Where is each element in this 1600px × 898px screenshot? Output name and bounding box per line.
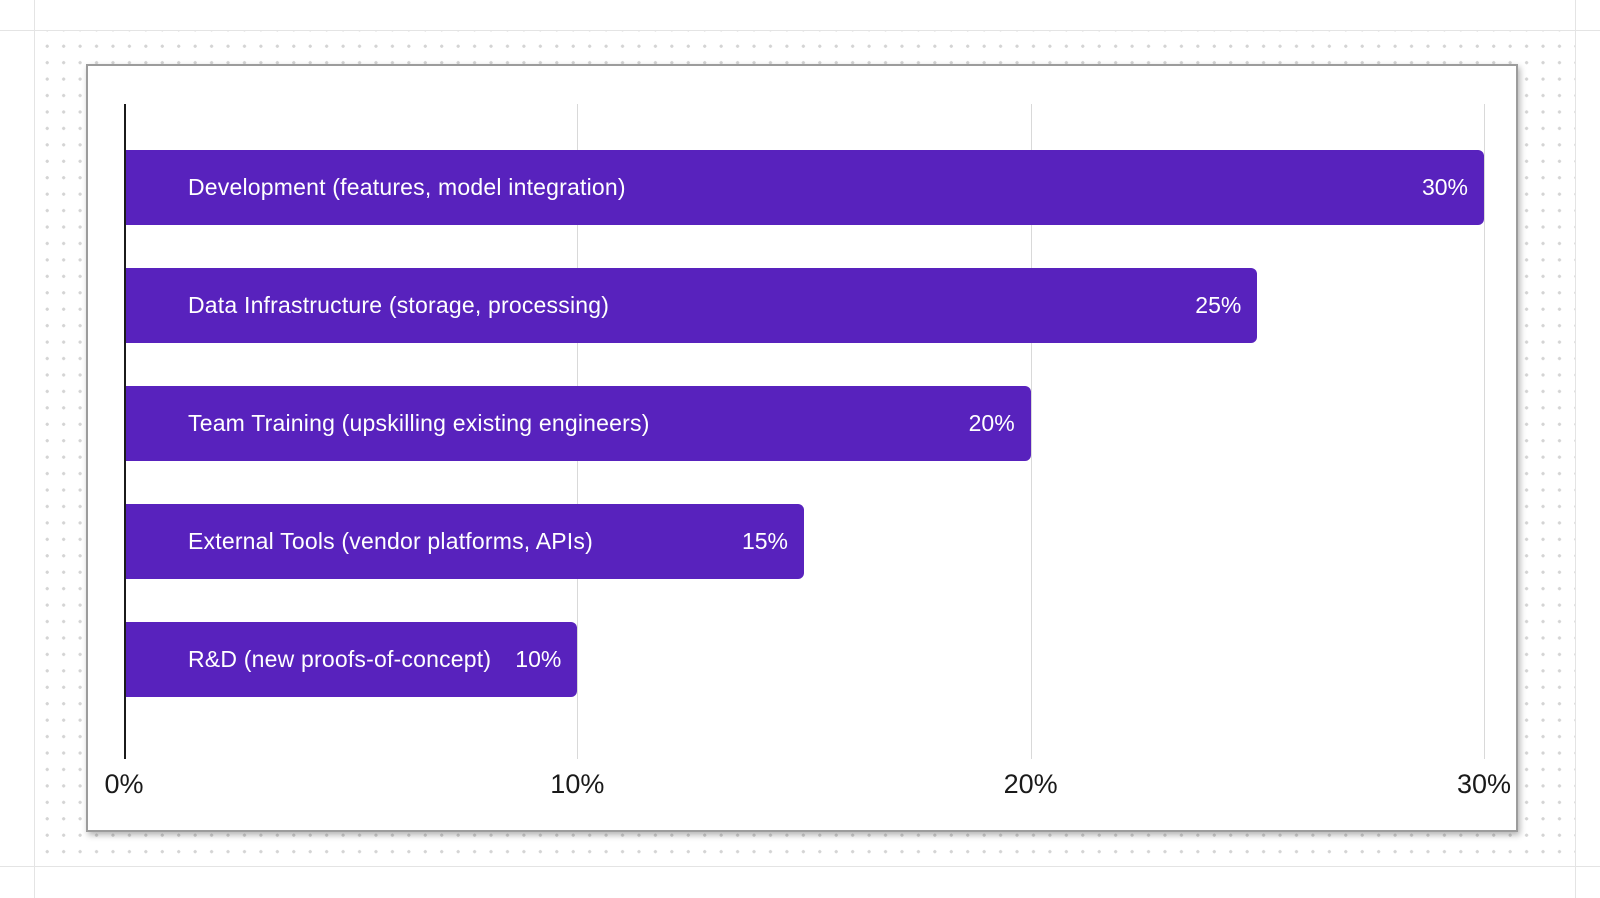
bar-category-label: Team Training (upskilling existing engin… (188, 410, 650, 436)
bar[interactable]: Data Infrastructure (storage, processing… (124, 268, 1258, 343)
y-axis-line (124, 104, 126, 759)
plot-area: Development (features, model integration… (104, 104, 1511, 799)
frame-guide-right (1575, 0, 1576, 898)
x-axis-labels: 0% 10% 20% 30% (104, 769, 1511, 809)
x-tick-label: 0% (104, 769, 144, 799)
bar[interactable]: Team Training (upskilling existing engin… (124, 386, 1031, 461)
bar-value-label: 15% (741, 528, 788, 554)
bar[interactable]: Development (features, model integration… (124, 150, 1484, 225)
frame-guide-top (0, 30, 1600, 31)
chart-card[interactable]: Development (features, model integration… (86, 64, 1518, 832)
bar-category-label: Data Infrastructure (storage, processing… (188, 292, 610, 318)
bar-value-label: 20% (968, 410, 1015, 436)
bar-value-label: 10% (515, 646, 562, 672)
gridline (1484, 104, 1485, 759)
x-tick-label: 20% (1003, 769, 1058, 799)
bar-category-label: R&D (new proofs-of-concept) (188, 646, 492, 672)
bar-category-label: Development (features, model integration… (188, 174, 626, 200)
bars: Development (features, model integration… (124, 104, 1484, 697)
bar[interactable]: R&D (new proofs-of-concept) 10% (124, 622, 578, 697)
x-tick-label: 30% (1456, 769, 1512, 799)
gridline (1030, 104, 1032, 759)
bar[interactable]: External Tools (vendor platforms, APIs) 1… (124, 504, 804, 579)
frame-guide-left (34, 0, 35, 898)
bar-value-label: 25% (1195, 292, 1242, 318)
bar-value-label: 30% (1421, 174, 1468, 200)
frame-guide-bottom (0, 866, 1600, 867)
bar-category-label: External Tools (vendor platforms, APIs) (188, 528, 593, 554)
x-tick-label: 10% (550, 769, 605, 799)
